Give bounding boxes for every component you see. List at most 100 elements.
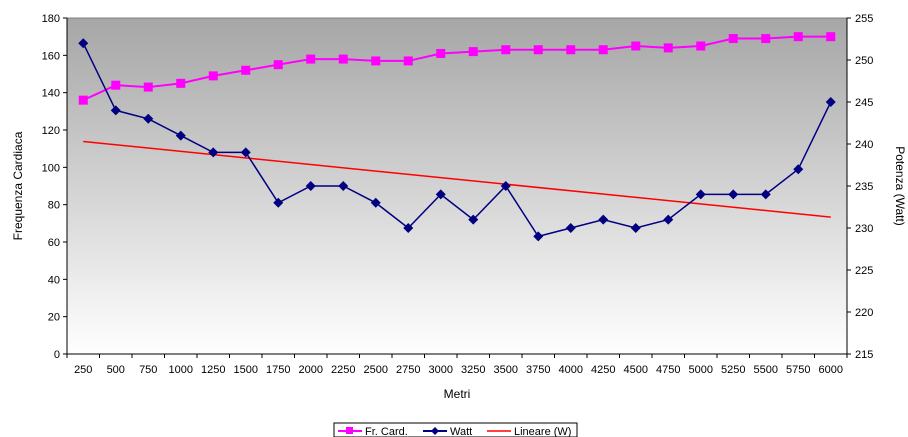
series-watt-point	[793, 164, 804, 175]
series-watt-point	[728, 189, 739, 200]
x-tick-label: 1250	[201, 364, 225, 376]
y-left-tick-label: 40	[48, 274, 60, 286]
series-fr-card-point	[338, 54, 348, 64]
series-fr-card-point	[468, 47, 478, 57]
series-fr-card-point	[696, 41, 706, 51]
x-tick-label: 3250	[461, 364, 485, 376]
series-fr-card-point	[826, 32, 836, 42]
x-tick-label: 750	[139, 364, 157, 376]
y-right-tick-label: 225	[855, 265, 873, 277]
series-watt-point	[338, 181, 349, 191]
series-fr-card-point	[598, 45, 608, 55]
x-tick-label: 3750	[526, 364, 550, 376]
y-right-tick-label: 245	[855, 97, 873, 109]
x-tick-label: 2000	[299, 364, 323, 376]
y-left-tick-label: 80	[48, 200, 60, 212]
series-watt-point	[468, 214, 479, 225]
x-tick-label: 500	[107, 364, 125, 376]
series-watt-point	[533, 231, 544, 242]
x-tick-label: 5000	[689, 364, 713, 376]
y-right-tick-label: 255	[855, 13, 873, 25]
series-fr-card-point	[78, 95, 88, 105]
series-watt-point	[208, 147, 219, 158]
series-lineare-line	[83, 140, 831, 218]
x-tick-label: 2750	[396, 364, 420, 376]
series-watt-point	[240, 147, 251, 158]
series-watt-point	[403, 223, 414, 233]
series-watt-point	[305, 181, 316, 191]
series-watt-point	[435, 189, 446, 200]
legend: Fr. Card. Watt Lineare (W)	[333, 422, 578, 437]
series-fr-card-point	[403, 56, 413, 66]
x-axis-title: Metri	[444, 387, 471, 401]
series-watt-point	[273, 197, 284, 208]
y-right-tick-label: 235	[855, 181, 873, 193]
x-tick-label: 4000	[559, 364, 583, 376]
series-watt-point	[143, 113, 154, 124]
y-left-tick-label: 60	[48, 237, 60, 249]
x-tick-label: 5250	[721, 364, 745, 376]
series-fr-card-point	[728, 34, 738, 44]
series-fr-card-line	[82, 35, 831, 102]
x-tick-label: 1000	[169, 364, 193, 376]
series-fr-card-point	[533, 45, 543, 55]
x-tick-label: 3500	[494, 364, 518, 376]
series-watt-point	[175, 130, 186, 141]
series-fr-card-point	[241, 65, 251, 75]
series-watt-point	[598, 214, 609, 225]
legend-label-fr-card: Fr. Card.	[365, 426, 408, 437]
legend-box	[333, 422, 578, 437]
series-fr-card-point	[501, 45, 511, 55]
series-fr-card-point	[663, 43, 673, 53]
series-fr-card-point	[111, 80, 121, 90]
y-left-tick-label: 160	[42, 50, 60, 62]
series-watt-point	[110, 105, 121, 116]
y-left-tick-label: 20	[48, 312, 60, 324]
series-watt-point	[565, 223, 576, 233]
x-tick-label: 1750	[266, 364, 290, 376]
series-fr-card-point	[273, 60, 283, 70]
y-left-tick-label: 120	[42, 125, 60, 137]
series-watt-point	[370, 197, 381, 208]
series-fr-card-point	[208, 71, 218, 81]
series-watt-point	[500, 181, 511, 191]
legend-marker-watt	[431, 427, 439, 435]
series-fr-card-point	[566, 45, 576, 55]
y-left-tick-label: 140	[42, 88, 60, 100]
series-fr-card-point	[176, 78, 186, 88]
y-right-tick-label: 240	[855, 139, 873, 151]
series-watt-point	[78, 38, 89, 49]
legend-marker-fr-card	[346, 427, 353, 434]
series-fr-card-point	[371, 56, 381, 66]
x-tick-label: 2250	[331, 364, 355, 376]
x-tick-label: 5750	[786, 364, 810, 376]
series-fr-card-point	[306, 54, 316, 64]
x-tick-label: 4750	[656, 364, 680, 376]
series-fr-card-point	[631, 41, 641, 51]
x-tick-label: 3000	[429, 364, 453, 376]
series-watt-point	[630, 223, 641, 233]
x-tick-label: 250	[74, 364, 92, 376]
y-right-tick-label: 220	[855, 307, 873, 319]
y-axis-right-title: Potenza (Watt)	[893, 146, 907, 226]
x-tick-label: 2500	[364, 364, 388, 376]
y-right-tick-label: 215	[855, 349, 873, 361]
y-left-tick-label: 100	[42, 162, 60, 174]
series-fr-card-point	[761, 34, 771, 44]
series-watt-point	[695, 189, 706, 200]
y-left-tick-label: 0	[54, 349, 60, 361]
series-fr-card-point	[793, 32, 803, 42]
legend-label-lineare: Lineare (W)	[514, 426, 571, 437]
plot-area	[66, 17, 848, 355]
y-axis-left-title: Frequenza Cardiaca	[11, 131, 25, 240]
series-watt-point	[760, 189, 771, 200]
legend-label-watt: Watt	[450, 426, 472, 437]
x-tick-label: 6000	[819, 364, 843, 376]
x-tick-label: 1500	[234, 364, 258, 376]
y-right-tick-label: 230	[855, 223, 873, 235]
x-tick-label: 4250	[591, 364, 615, 376]
y-right-tick-label: 250	[855, 55, 873, 67]
series-watt-point	[825, 97, 836, 107]
series-fr-card-point	[436, 48, 446, 58]
